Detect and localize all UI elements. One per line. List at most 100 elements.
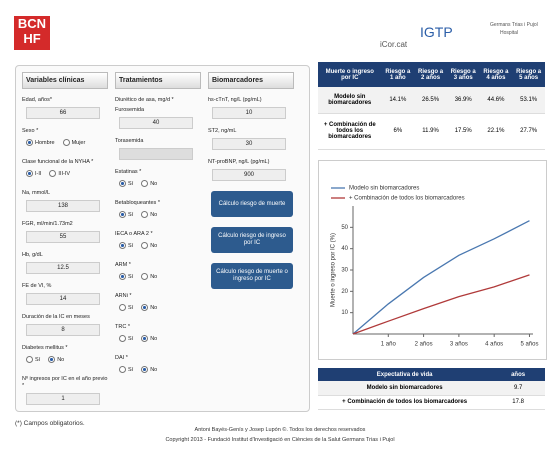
text-input[interactable]: 55	[26, 231, 100, 243]
radio-button[interactable]	[119, 242, 126, 249]
radio-label: No	[150, 211, 158, 218]
radio-group: Sí No	[119, 365, 201, 374]
radio-option[interactable]: Hombre	[26, 139, 55, 146]
radio-option[interactable]: Sí	[119, 273, 133, 280]
legend-label: Modelo sin biomarcadores	[349, 186, 419, 192]
radio-label: Sí	[128, 211, 134, 218]
chart: 10 20 30 40 50 1 año 2 años 3 años 4 años 5 años M…	[331, 186, 539, 348]
y-tick-label: 40	[341, 246, 348, 252]
radio-group: Sí No	[119, 303, 201, 312]
radio-button[interactable]	[141, 180, 149, 187]
header-cell: años	[491, 368, 545, 382]
radio-option[interactable]: Sí	[119, 366, 133, 373]
header-cell: Muerte o ingreso por IC	[318, 62, 382, 88]
radio-option[interactable]: Sí	[119, 242, 133, 249]
radio-button[interactable]	[141, 366, 149, 373]
note: (*) Campos obligatorios.	[15, 420, 85, 427]
text-input[interactable]: 14	[26, 293, 100, 305]
radio-button[interactable]	[49, 170, 57, 177]
radio-button[interactable]	[26, 139, 33, 146]
text-input[interactable]	[119, 148, 193, 160]
radio-option[interactable]: Sí	[26, 356, 40, 363]
radio-button[interactable]	[26, 356, 33, 363]
field-label: Clase funcional de la NYHA *	[22, 159, 94, 165]
field-label: Duración de la IC en meses	[22, 314, 90, 320]
field-label: FE de VI, %	[22, 283, 52, 289]
table-cell: Modelo sin biomarcadores	[318, 87, 382, 114]
column-title: Tratamientos	[115, 72, 201, 89]
logo: BCN HF	[14, 16, 50, 50]
text-input[interactable]: 138	[26, 200, 100, 212]
radio-option[interactable]: No	[141, 242, 157, 249]
radio-button[interactable]	[119, 335, 126, 342]
radio-group: Sí No	[119, 179, 201, 188]
table-cell: + Combinación de todos los biomarcadores	[318, 113, 382, 151]
field-label: DAI *	[115, 355, 128, 361]
radio-button[interactable]	[141, 304, 149, 311]
text-input[interactable]: 12.5	[26, 262, 100, 274]
table-cell: 22.1%	[479, 113, 513, 151]
text-input[interactable]: 8	[26, 324, 100, 336]
partner-logo: iCor.cat	[380, 40, 408, 49]
form-column: Tratamientos Diurético de asa, mg/d * Furo…	[115, 72, 201, 386]
radio-button[interactable]	[119, 211, 126, 218]
life-table: Expectativa de vida años Modelo sin biomar…	[318, 368, 545, 410]
x-tick-label: 1 año	[381, 342, 397, 348]
text-input[interactable]: 30	[212, 138, 286, 150]
radio-button[interactable]	[141, 242, 149, 249]
y-axis-label: Muerte o ingreso por IC (%)	[331, 233, 337, 307]
header-cell: Riesgo a 3 años	[446, 62, 480, 88]
calc-button[interactable]: Cálculo riesgo de muerte o ingreso por I…	[211, 263, 293, 289]
radio-button[interactable]	[26, 170, 33, 177]
radio-button[interactable]	[141, 273, 149, 280]
radio-button[interactable]	[62, 139, 70, 146]
radio-option[interactable]: No	[48, 356, 64, 363]
radio-option[interactable]: III-IV	[49, 170, 70, 177]
radio-option[interactable]: Sí	[119, 304, 133, 311]
radio-label: Sí	[128, 366, 134, 373]
header-cell: Riesgo a 5 años	[512, 62, 545, 88]
radio-option[interactable]: Sí	[119, 180, 133, 187]
calc-button[interactable]: Cálculo riesgo de ingreso por IC	[211, 227, 293, 253]
radio-option[interactable]: No	[141, 211, 157, 218]
calc-button[interactable]: Cálculo riesgo de muerte	[211, 191, 293, 217]
field-label: Nº ingresos por IC en el año previo *	[22, 376, 108, 389]
radio-button[interactable]	[141, 211, 149, 218]
radio-button[interactable]	[119, 304, 126, 311]
header-row: Muerte o ingreso por IC Riesgo a 1 año Rie…	[318, 62, 545, 88]
text-input[interactable]: 1	[26, 393, 100, 405]
radio-option[interactable]: Sí	[119, 335, 133, 342]
radio-option[interactable]: Sí	[119, 211, 133, 218]
table-cell: 53.1%	[512, 87, 545, 114]
radio-option[interactable]: No	[141, 335, 157, 342]
field-label: FGR, ml/min/1.73m2	[22, 221, 73, 227]
radio-button[interactable]	[119, 366, 126, 373]
radio-option[interactable]: No	[141, 273, 157, 280]
x-tick-label: 2 años	[415, 342, 433, 348]
text-input[interactable]: 66	[26, 107, 100, 119]
radio-group: Hombre Mujer	[26, 138, 108, 147]
radio-label: No	[150, 335, 158, 342]
text-input[interactable]: 40	[119, 117, 193, 129]
radio-option[interactable]: No	[141, 366, 157, 373]
legend-label: + Combinación de todos los biomarcadores	[349, 196, 465, 202]
radio-button[interactable]	[119, 180, 126, 187]
field-label: hs-cTnT, ng/L (pg/mL)	[208, 97, 262, 103]
risk-table: Muerte o ingreso por IC Riesgo a 1 año Rie…	[318, 62, 545, 151]
radio-label: Sí	[128, 304, 134, 311]
radio-option[interactable]: No	[141, 304, 157, 311]
text-input[interactable]: 10	[212, 107, 286, 119]
radio-option[interactable]: I-II	[26, 170, 41, 177]
radio-button[interactable]	[141, 335, 149, 342]
y-tick-label: 50	[341, 225, 348, 231]
field-label: ARM *	[115, 262, 131, 268]
radio-option[interactable]: Mujer	[62, 139, 85, 146]
table-cell: 27.7%	[512, 113, 545, 151]
radio-label: No	[150, 366, 158, 373]
radio-button[interactable]	[48, 356, 56, 363]
radio-button[interactable]	[119, 273, 126, 280]
text-input[interactable]: 900	[212, 169, 286, 181]
radio-option[interactable]: No	[141, 180, 157, 187]
header-cell: Riesgo a 2 años	[414, 62, 447, 88]
radio-group: Sí No	[119, 210, 201, 219]
